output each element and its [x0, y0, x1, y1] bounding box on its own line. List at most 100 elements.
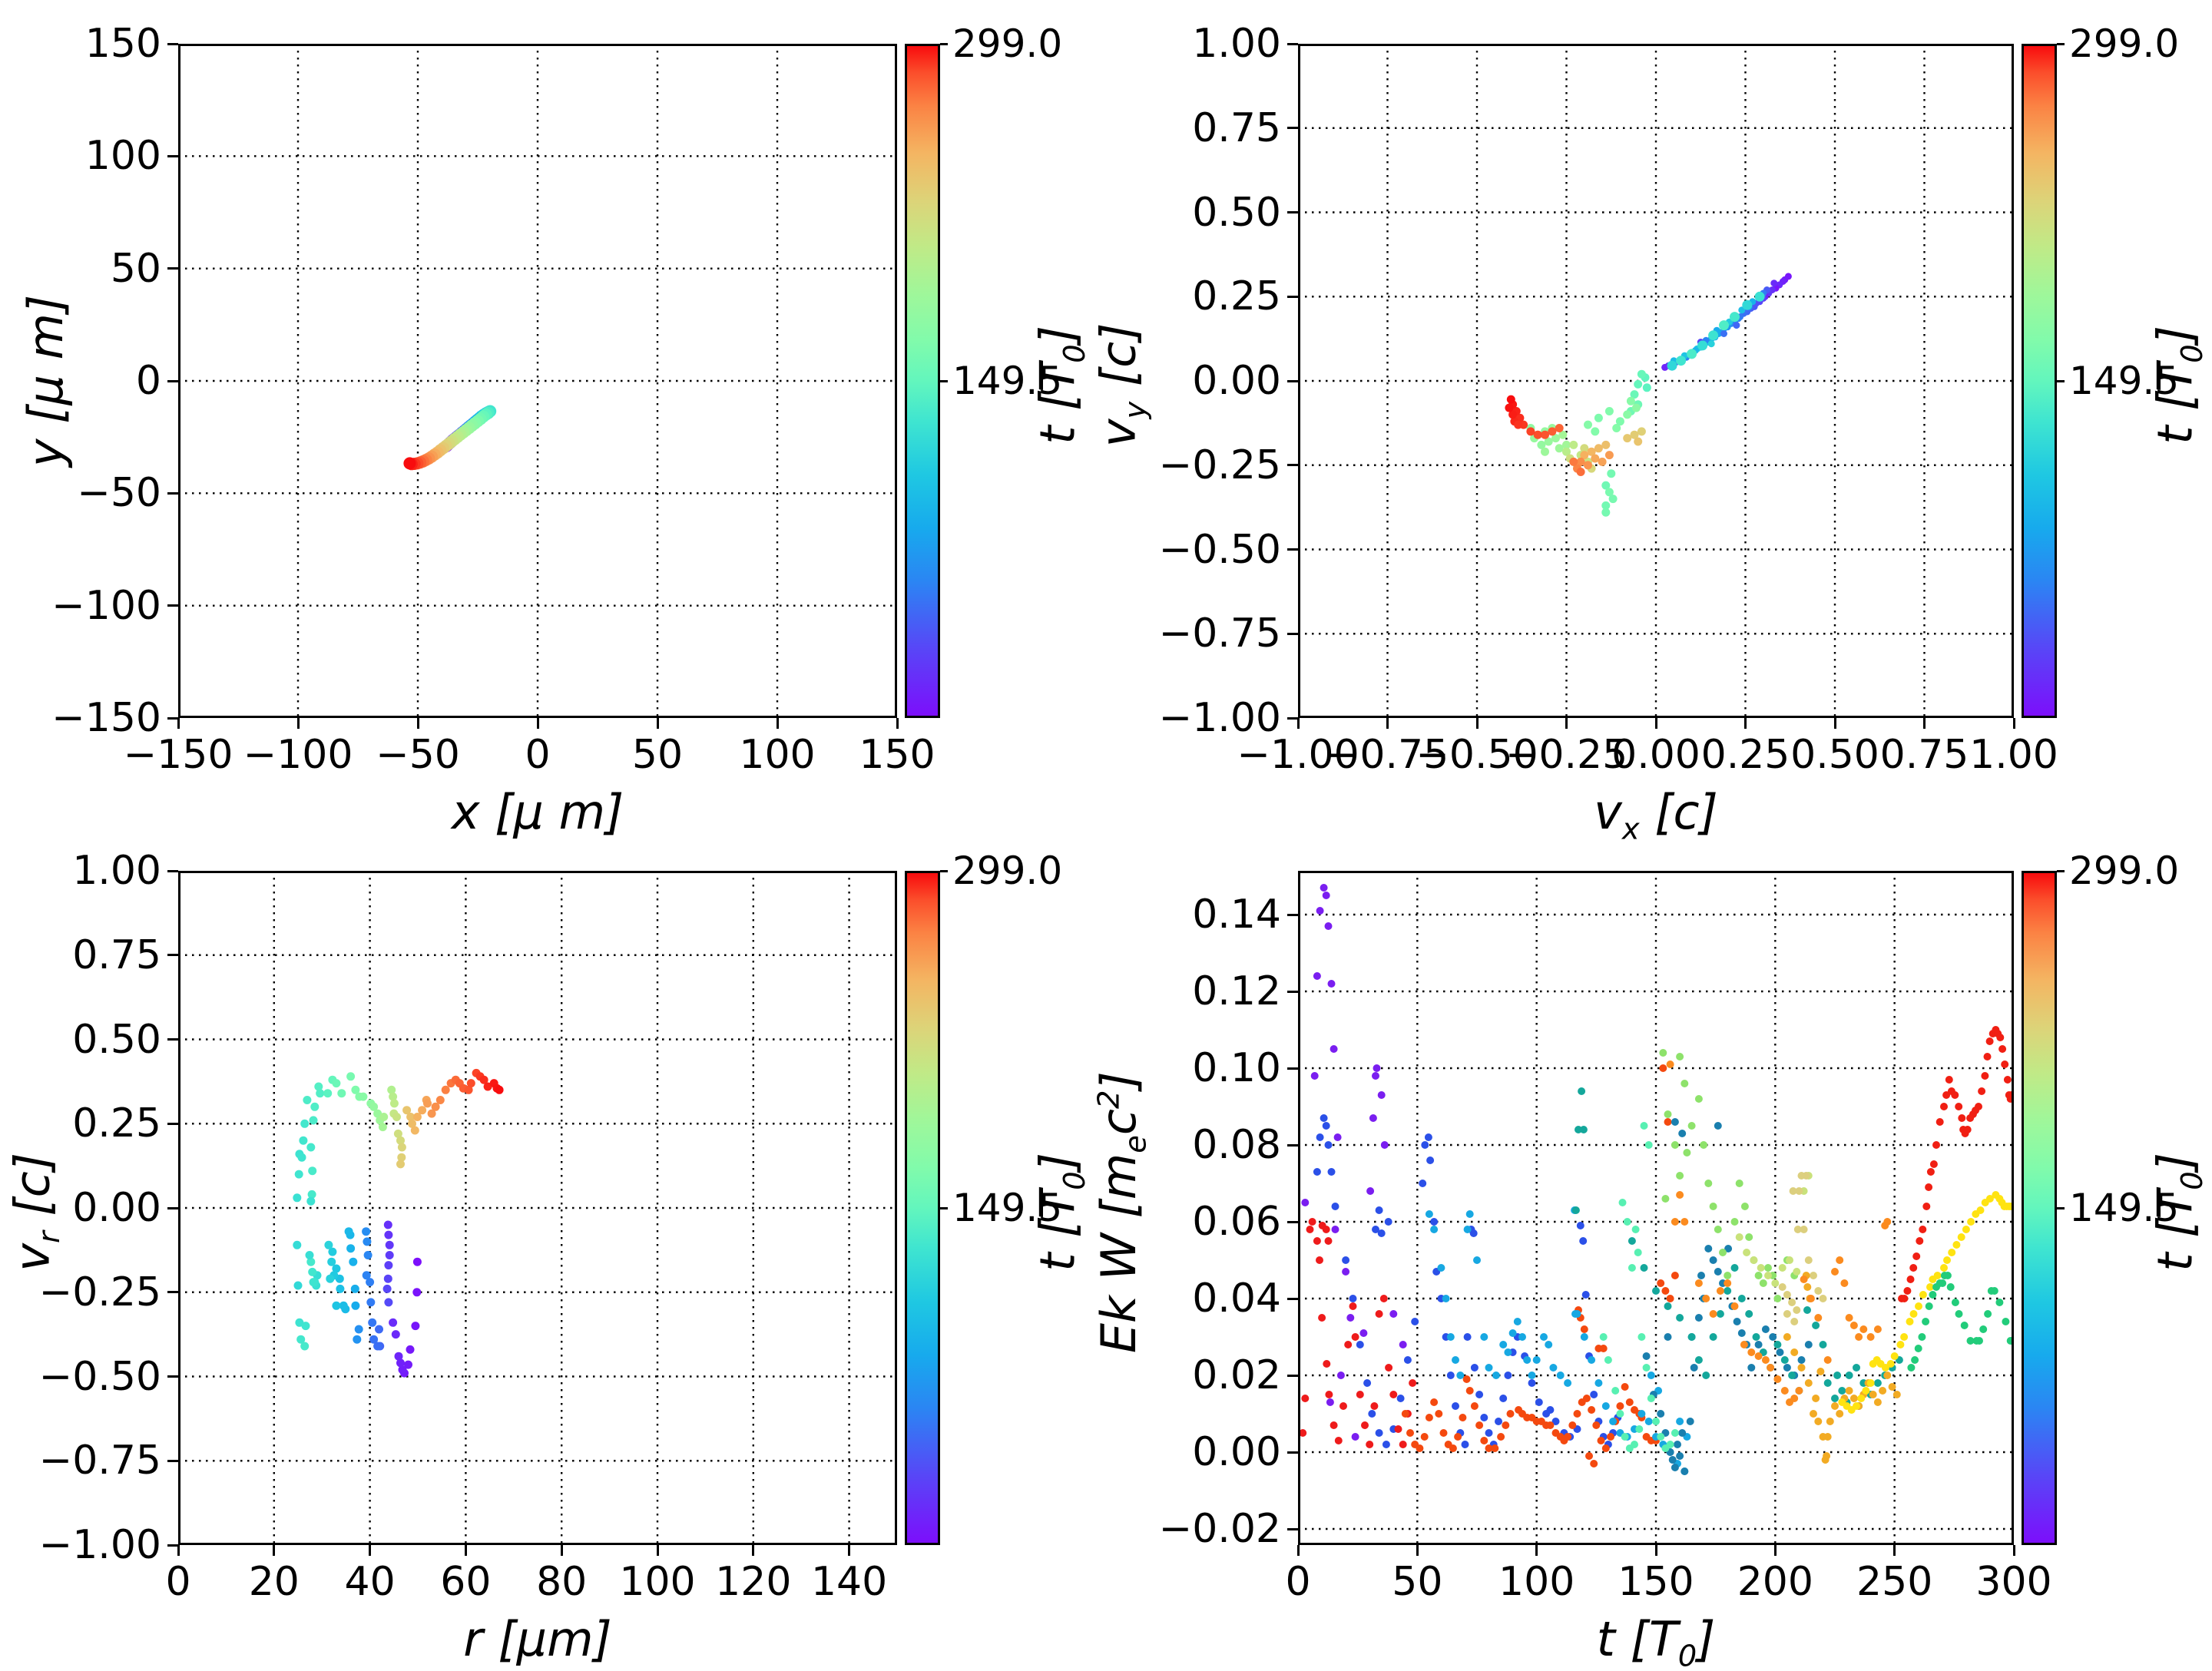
x-tick-label: −0.75: [1326, 732, 1449, 778]
plot-vxvy: [1298, 44, 2014, 718]
x-tick-label: 0.75: [1879, 732, 1969, 778]
y-tick-label: 0.04: [1192, 1276, 1281, 1322]
x-tick-mark: [1893, 1545, 1896, 1556]
x-tick-mark: [2012, 718, 2015, 729]
y-tick-label: 1.00: [1192, 21, 1281, 67]
y-tick-label: 0: [135, 358, 161, 404]
y-tick-mark: [1287, 379, 1298, 382]
y-tick-mark: [1287, 913, 1298, 916]
x-tick-mark: [1386, 718, 1389, 729]
y-tick-mark: [167, 42, 178, 45]
series-teal-mid: [1571, 1087, 1903, 1410]
y-tick-mark: [1287, 211, 1298, 213]
y-tick-label: −0.50: [1158, 526, 1281, 573]
plot-area-ekt: [1298, 871, 2014, 1545]
x-tick-mark: [1565, 718, 1568, 729]
colorbar-label-ekt: t [T0]: [2147, 1153, 2210, 1272]
x-tick-mark: [177, 1545, 180, 1556]
colorbar-tick-mark: [2057, 869, 2065, 872]
x-tick-mark: [560, 1545, 563, 1556]
gridlines: [1298, 871, 2014, 1545]
y-tick-mark: [1287, 632, 1298, 635]
x-tick-mark: [896, 718, 899, 729]
x-tick-label: 60: [440, 1559, 492, 1605]
y-tick-label: 0.75: [1192, 104, 1281, 151]
y-tick-label: −0.25: [1158, 442, 1281, 488]
colorbar-tick-label: 299.0: [952, 849, 1063, 893]
y-tick-mark: [1287, 1451, 1298, 1454]
colorbar-ekt: [2022, 871, 2057, 1545]
y-tick-mark: [1287, 464, 1298, 467]
y-tick-mark: [1287, 1297, 1298, 1300]
colorbar-tick-label: 149.5: [952, 359, 1063, 403]
x-tick-label: −50: [376, 732, 460, 778]
x-tick-label: 100: [1498, 1559, 1575, 1605]
y-tick-mark: [167, 491, 178, 495]
series-orangered-oscillation: [1401, 1064, 1679, 1468]
x-tick-mark: [416, 718, 419, 729]
y-tick-mark: [1287, 1067, 1298, 1070]
x-tick-mark: [1535, 1545, 1538, 1556]
x-tick-mark: [1296, 718, 1300, 729]
y-tick-label: 0.02: [1192, 1352, 1281, 1398]
colorbar-tick-label: 299.0: [2069, 22, 2180, 66]
x-tick-mark: [1296, 1545, 1300, 1556]
x-tick-label: −100: [243, 732, 353, 778]
x-tick-mark: [656, 718, 659, 729]
y-tick-mark: [167, 267, 178, 270]
y-axis-label-vxvy: vy [c]: [1090, 323, 1153, 448]
y-tick-label: 150: [84, 21, 161, 67]
x-tick-label: 100: [619, 1559, 696, 1605]
y-axis-label-xy: y [μ m]: [18, 294, 74, 468]
y-tick-label: 0.00: [1192, 358, 1281, 404]
y-tick-label: −100: [51, 582, 161, 629]
plot-rvr: [178, 871, 897, 1545]
x-tick-mark: [1923, 718, 1926, 729]
y-tick-label: 0.75: [72, 931, 161, 978]
colorbar-tick-mark: [940, 1206, 948, 1209]
plot-spines: [178, 44, 897, 718]
y-tick-label: 0.00: [1192, 1429, 1281, 1475]
plot-spines: [178, 871, 897, 1545]
plot-spines: [1298, 871, 2014, 1545]
y-tick-label: 0.06: [1192, 1199, 1281, 1245]
series-trajectory: [403, 405, 497, 471]
gridlines: [1298, 44, 2014, 718]
y-tick-mark: [1287, 127, 1298, 130]
y-tick-label: −50: [77, 470, 161, 517]
colorbar-tick-mark: [2057, 1206, 2065, 1209]
x-tick-mark: [1773, 1545, 1777, 1556]
x-tick-label: 0.25: [1700, 732, 1790, 778]
series-orange-late: [1666, 1061, 1892, 1406]
x-tick-label: 100: [739, 732, 816, 778]
y-tick-label: 0.10: [1192, 1045, 1281, 1091]
y-tick-mark: [167, 716, 178, 720]
x-tick-label: 150: [859, 732, 935, 778]
y-tick-label: 0.25: [1192, 273, 1281, 320]
y-tick-mark: [167, 1544, 178, 1547]
x-tick-label: −0.50: [1416, 732, 1538, 778]
y-tick-mark: [167, 869, 178, 872]
colorbar-label-vxvy: t [T0]: [2147, 326, 2210, 445]
x-tick-label: 250: [1856, 1559, 1933, 1605]
x-tick-label: 50: [631, 732, 684, 778]
series-violet-early: [1301, 884, 1407, 1441]
x-tick-label: 40: [344, 1559, 396, 1605]
series-green-late: [1659, 1049, 1799, 1302]
y-tick-label: 1.00: [72, 848, 161, 894]
colorbar-tick-label: 149.5: [952, 1186, 1063, 1230]
x-tick-label: −0.25: [1505, 732, 1628, 778]
y-axis-label-rvr: vr [c]: [4, 1153, 67, 1272]
x-axis-label-vxvy: vx [c]: [1594, 784, 1718, 847]
x-tick-label: 0.00: [1611, 732, 1700, 778]
x-tick-label: 200: [1737, 1559, 1813, 1605]
y-tick-label: 0.25: [72, 1100, 161, 1147]
x-axis-label-xy: x [μ m]: [451, 784, 624, 840]
y-tick-mark: [167, 1038, 178, 1041]
x-tick-mark: [752, 1545, 755, 1556]
x-tick-label: 0: [165, 1559, 191, 1605]
y-tick-label: 0.12: [1192, 968, 1281, 1014]
y-tick-label: −1.00: [1158, 695, 1281, 741]
y-tick-label: −1.00: [38, 1522, 161, 1568]
x-tick-mark: [1654, 718, 1657, 729]
